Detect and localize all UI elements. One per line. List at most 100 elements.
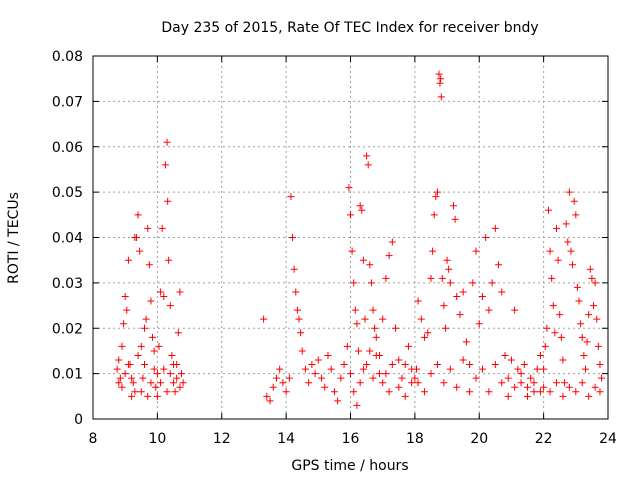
y-tick-label: 0.05 bbox=[52, 185, 83, 201]
data-point bbox=[149, 333, 157, 341]
data-point bbox=[290, 265, 298, 273]
data-point bbox=[124, 361, 132, 369]
data-point bbox=[414, 379, 422, 387]
data-point bbox=[540, 365, 548, 373]
x-axis-label: GPS time / hours bbox=[291, 458, 408, 474]
data-point bbox=[536, 351, 544, 359]
data-point bbox=[591, 383, 599, 391]
data-point bbox=[456, 311, 464, 319]
data-point bbox=[517, 379, 525, 387]
data-point bbox=[553, 224, 560, 232]
data-point bbox=[432, 193, 440, 201]
data-point bbox=[437, 75, 445, 83]
data-point bbox=[124, 256, 132, 264]
data-point bbox=[459, 288, 467, 296]
data-point bbox=[478, 292, 486, 300]
x-tick-label: 12 bbox=[213, 431, 231, 447]
data-point bbox=[553, 379, 560, 387]
data-point bbox=[168, 351, 176, 359]
data-point bbox=[565, 188, 573, 196]
data-point bbox=[543, 324, 551, 332]
data-point bbox=[411, 374, 419, 382]
data-point bbox=[388, 238, 396, 246]
data-point bbox=[421, 333, 429, 341]
data-point bbox=[141, 324, 148, 332]
data-point bbox=[511, 383, 519, 391]
data-point bbox=[141, 361, 148, 369]
data-point bbox=[401, 361, 409, 369]
data-point bbox=[173, 374, 181, 382]
data-point bbox=[424, 329, 432, 337]
data-point bbox=[466, 361, 474, 369]
data-point bbox=[343, 342, 351, 350]
data-point bbox=[347, 211, 354, 219]
data-point bbox=[351, 306, 359, 314]
chart-title: Day 235 of 2015, Rate Of TEC Index for r… bbox=[161, 20, 538, 36]
data-point bbox=[520, 361, 528, 369]
x-tick-label: 20 bbox=[470, 431, 488, 447]
data-point bbox=[459, 356, 467, 364]
data-point bbox=[485, 306, 493, 314]
data-point bbox=[573, 283, 581, 291]
data-point bbox=[567, 247, 575, 255]
data-point bbox=[596, 361, 604, 369]
data-point bbox=[157, 379, 165, 387]
data-point bbox=[561, 379, 569, 387]
data-point bbox=[398, 374, 406, 382]
data-point bbox=[118, 342, 126, 350]
data-point bbox=[113, 365, 121, 373]
data-points bbox=[113, 70, 606, 409]
data-point bbox=[150, 365, 158, 373]
data-point bbox=[446, 279, 454, 287]
data-point bbox=[586, 265, 594, 273]
data-point bbox=[150, 347, 158, 355]
data-point bbox=[504, 392, 512, 400]
data-point bbox=[453, 292, 461, 300]
data-point bbox=[158, 224, 166, 232]
data-point bbox=[544, 206, 552, 214]
data-point bbox=[581, 365, 589, 373]
data-point bbox=[462, 338, 470, 346]
data-point bbox=[358, 206, 366, 214]
data-point bbox=[279, 379, 287, 387]
data-point bbox=[147, 297, 155, 305]
data-point bbox=[134, 211, 142, 219]
data-point bbox=[541, 342, 549, 350]
data-point bbox=[298, 347, 306, 355]
data-point bbox=[137, 342, 145, 350]
x-tick-label: 10 bbox=[148, 431, 166, 447]
data-point bbox=[169, 361, 177, 369]
data-point bbox=[132, 234, 140, 241]
data-point bbox=[292, 288, 300, 296]
data-point bbox=[115, 356, 123, 364]
data-point bbox=[445, 265, 453, 273]
data-point bbox=[548, 274, 556, 282]
data-point bbox=[353, 320, 361, 328]
data-point bbox=[144, 224, 152, 232]
data-point bbox=[178, 370, 186, 378]
data-point bbox=[572, 211, 580, 219]
data-point bbox=[401, 392, 409, 400]
data-point bbox=[164, 197, 172, 205]
data-point bbox=[131, 388, 139, 396]
data-point bbox=[260, 315, 268, 323]
data-point bbox=[282, 388, 290, 396]
data-point bbox=[366, 261, 374, 269]
data-point bbox=[572, 388, 580, 396]
data-point bbox=[395, 383, 403, 391]
data-point bbox=[491, 361, 499, 369]
data-point bbox=[530, 379, 538, 387]
data-point bbox=[524, 383, 532, 391]
data-point bbox=[491, 224, 499, 232]
x-tick-label: 16 bbox=[342, 431, 360, 447]
data-point bbox=[440, 302, 448, 310]
data-point bbox=[153, 392, 161, 400]
data-point bbox=[160, 292, 168, 300]
data-point bbox=[269, 383, 277, 391]
data-point bbox=[118, 383, 126, 391]
data-point bbox=[517, 370, 525, 378]
data-point bbox=[371, 324, 379, 332]
data-point bbox=[450, 202, 457, 210]
x-tick-label: 14 bbox=[277, 431, 295, 447]
